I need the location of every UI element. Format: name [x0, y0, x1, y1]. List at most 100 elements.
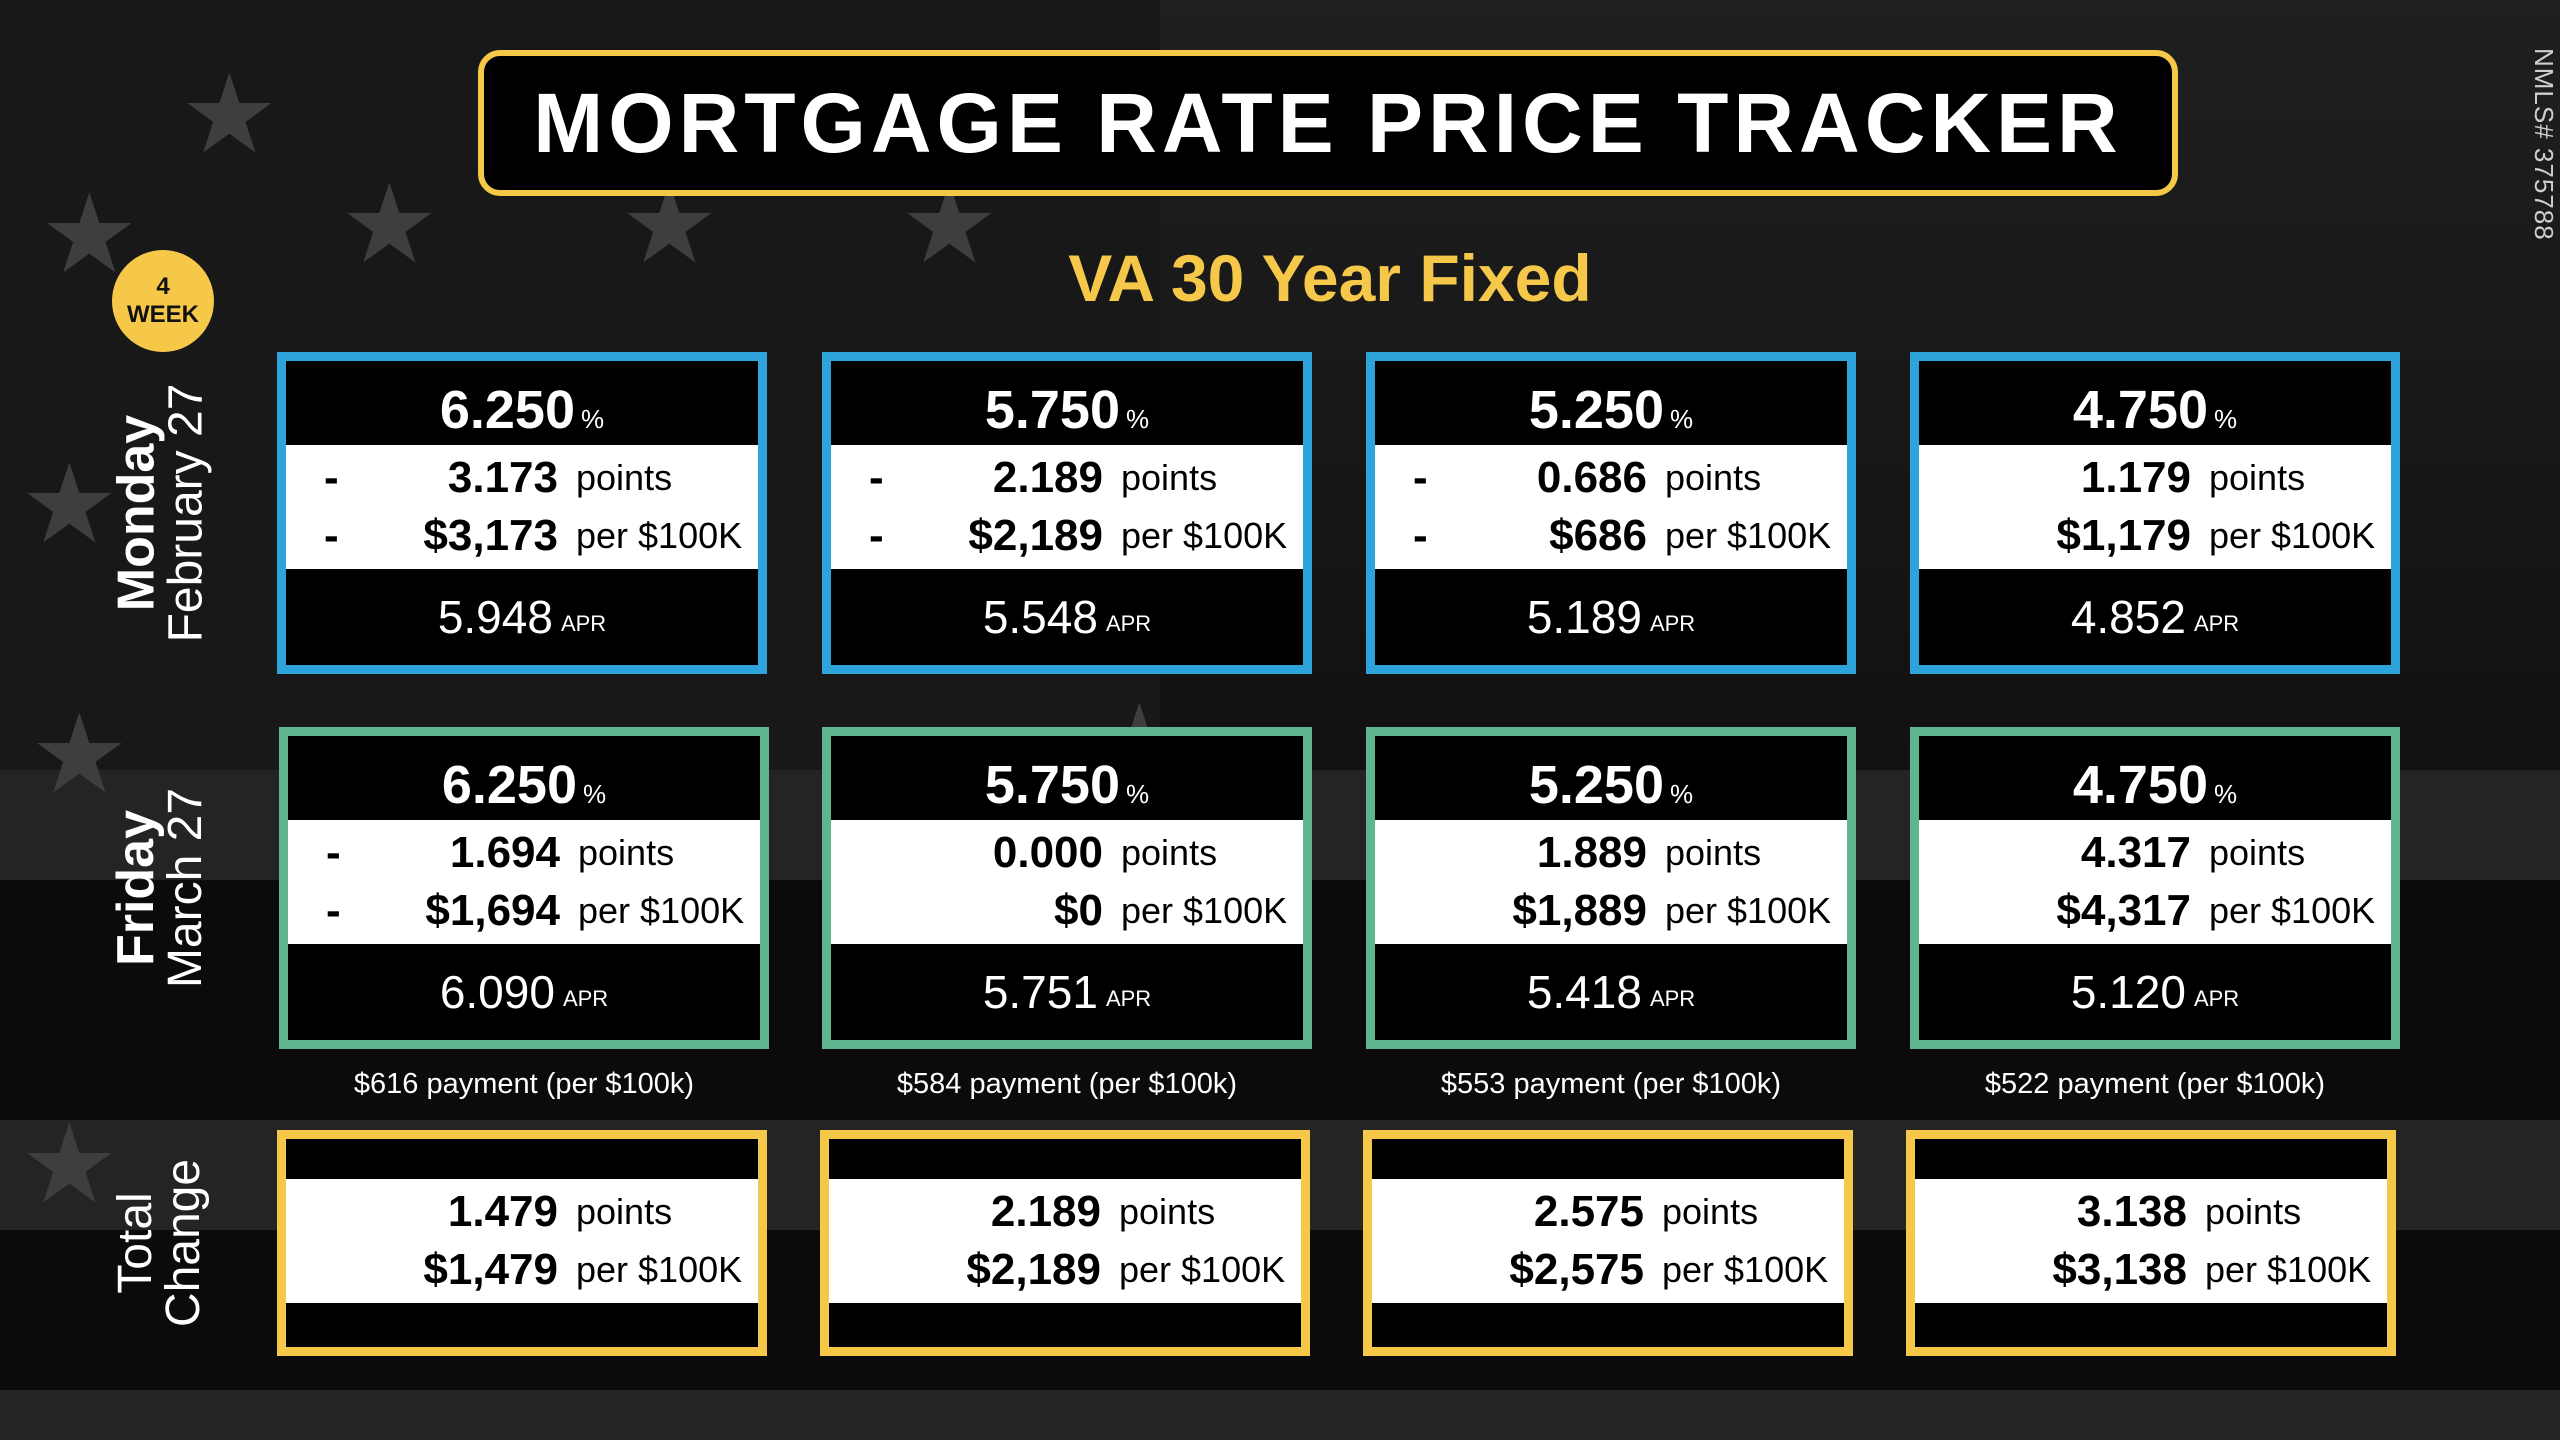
- percent-sign: %: [2214, 779, 2238, 809]
- points-value: 1.889: [1536, 828, 1647, 877]
- rate-value: 5.750: [984, 380, 1120, 440]
- apr-label: APR: [1105, 986, 1152, 1011]
- apr-label: APR: [560, 611, 607, 636]
- cost-value: $4,317: [2056, 886, 2191, 935]
- rate-value: 5.250: [1528, 380, 1664, 440]
- points-label: points: [576, 1191, 673, 1232]
- percent-sign: %: [581, 404, 605, 434]
- payment-note: $616 payment (per $100k): [353, 1068, 695, 1100]
- apr-label: APR: [2193, 611, 2240, 636]
- points-label: points: [2205, 1191, 2302, 1232]
- points-value: 2.189: [992, 453, 1103, 502]
- rate-value: 6.250: [439, 380, 575, 440]
- payment-note: $553 payment (per $100k): [1440, 1068, 1782, 1100]
- rate-card: 5.750% - 2.189 points - $2,189 per $100K 5.5…: [822, 352, 1312, 674]
- cost-value: $1,179: [2056, 511, 2191, 560]
- row-day: Friday: [107, 809, 165, 967]
- points-label: points: [578, 832, 675, 873]
- cost-value: $3,173: [423, 511, 558, 560]
- minus-sign: -: [326, 886, 341, 935]
- apr-label: APR: [1649, 986, 1696, 1011]
- percent-sign: %: [1670, 779, 1694, 809]
- per-100k-label: per $100K: [2205, 1249, 2372, 1290]
- rate-value: 6.250: [441, 755, 577, 815]
- points-value: 1.179: [2080, 453, 2191, 502]
- title-banner: MORTGAGE RATE PRICE TRACKER: [478, 50, 2178, 196]
- cost-value: $2,189: [966, 1245, 1101, 1294]
- points-value: 0.000: [992, 828, 1103, 877]
- points-value: 3.173: [447, 453, 558, 502]
- payment-note: $522 payment (per $100k): [1984, 1068, 2326, 1100]
- points-value: 3.138: [2076, 1187, 2187, 1236]
- per-100k-label: per $100K: [1121, 890, 1288, 931]
- points-label: points: [576, 457, 673, 498]
- rate-card: 4.750% 4.317 points $4,317 per $100K 5.120…: [1910, 727, 2400, 1049]
- minus-sign: -: [324, 453, 339, 502]
- minus-sign: -: [1413, 453, 1428, 502]
- points-label: points: [1665, 832, 1762, 873]
- rate-value: 5.750: [984, 755, 1120, 815]
- points-label: points: [2209, 832, 2306, 873]
- points-value: 1.694: [449, 828, 560, 877]
- points-value: 2.575: [1533, 1187, 1644, 1236]
- minus-sign: -: [324, 511, 339, 560]
- minus-sign: -: [869, 453, 884, 502]
- row-label-second: Friday March 27: [100, 727, 220, 1049]
- per-100k-label: per $100K: [1665, 515, 1832, 556]
- star-icon: ★: [20, 1103, 119, 1226]
- percent-sign: %: [2214, 404, 2238, 434]
- per-100k-label: per $100K: [1662, 1249, 1829, 1290]
- payment-note: $584 payment (per $100k): [896, 1068, 1238, 1100]
- apr-value: 5.948: [437, 591, 553, 643]
- rate-value: 4.750: [2072, 380, 2208, 440]
- rate-card: 5.250% 1.889 points $1,889 per $100K 5.418…: [1366, 727, 1856, 1049]
- change-card: 2.189 points $2,189 per $100K: [820, 1130, 1310, 1356]
- row-change-line1: Total: [109, 1192, 163, 1294]
- per-100k-label: per $100K: [576, 1249, 743, 1290]
- rate-card: 5.250% - 0.686 points - $686 per $100K 5.189…: [1366, 352, 1856, 674]
- percent-sign: %: [583, 779, 607, 809]
- row-label-change: Total Change: [100, 1130, 220, 1356]
- apr-value: 6.090: [439, 966, 555, 1018]
- apr-label: APR: [2193, 986, 2240, 1011]
- points-label: points: [2209, 457, 2306, 498]
- row-change-line2: Change: [157, 1158, 211, 1328]
- points-value: 2.189: [990, 1187, 1101, 1236]
- apr-label: APR: [562, 986, 609, 1011]
- rate-card: 6.250% - 1.694 points - $1,694 per $100K 6.0…: [279, 727, 769, 1049]
- rate-value: 5.250: [1528, 755, 1664, 815]
- points-value: 0.686: [1536, 453, 1647, 502]
- rate-card: 6.250% - 3.173 points - $3,173 per $100K 5.9…: [277, 352, 767, 674]
- points-label: points: [1665, 457, 1762, 498]
- apr-value: 4.852: [2070, 591, 2186, 643]
- percent-sign: %: [1126, 779, 1150, 809]
- badge-number: 4: [156, 273, 170, 301]
- apr-value: 5.751: [982, 966, 1098, 1018]
- per-100k-label: per $100K: [576, 515, 743, 556]
- per-100k-label: per $100K: [2209, 515, 2376, 556]
- points-label: points: [1121, 457, 1218, 498]
- loan-type-title: VA 30 Year Fixed: [1068, 241, 1592, 315]
- points-label: points: [1662, 1191, 1759, 1232]
- points-value: 4.317: [2080, 828, 2191, 877]
- per-100k-label: per $100K: [578, 890, 745, 931]
- percent-sign: %: [1126, 404, 1150, 434]
- cost-value: $2,575: [1509, 1245, 1644, 1294]
- row-day: Monday: [107, 414, 166, 612]
- cost-value: $0: [1054, 886, 1103, 935]
- per-100k-label: per $100K: [1665, 890, 1832, 931]
- rate-card: 4.750% 1.179 points $1,179 per $100K 4.852…: [1910, 352, 2400, 674]
- minus-sign: -: [869, 511, 884, 560]
- row-label-first: Monday February 27: [100, 352, 220, 674]
- row-date: February 27: [159, 383, 213, 643]
- row-date: March 27: [159, 787, 212, 989]
- nmls-number: NMLS# 375788: [2529, 48, 2559, 241]
- apr-label: APR: [1105, 611, 1152, 636]
- minus-sign: -: [1413, 511, 1428, 560]
- flag-stripe: [0, 1390, 2560, 1440]
- cost-value: $2,189: [968, 511, 1103, 560]
- change-card: 3.138 points $3,138 per $100K: [1906, 1130, 2396, 1356]
- points-label: points: [1119, 1191, 1216, 1232]
- cost-value: $3,138: [2052, 1245, 2187, 1294]
- apr-value: 5.548: [982, 591, 1098, 643]
